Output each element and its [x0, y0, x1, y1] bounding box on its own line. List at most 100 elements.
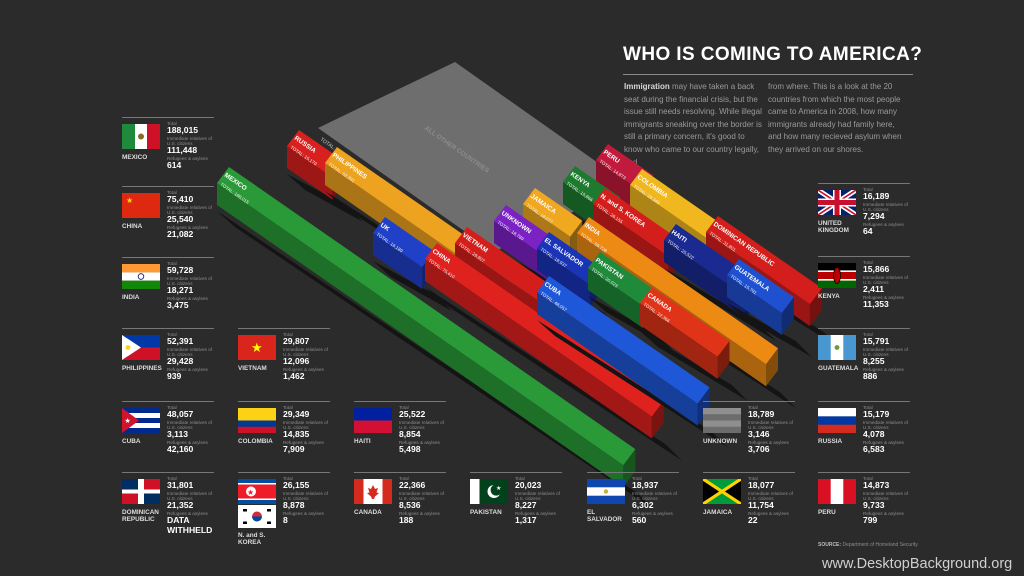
total-label: Total: [167, 405, 177, 410]
bar-side-face: [727, 275, 782, 336]
relatives-label: Immediate relatives of U.S. citizens: [283, 346, 328, 357]
country-card-unknown: UNKNOWN Total 18,789 Immediate relatives of…: [703, 401, 795, 465]
russia-flag: [818, 408, 856, 433]
country-stats: Total 15,791 Immediate relatives of U.S. c…: [863, 332, 913, 382]
card-divider: [818, 328, 910, 329]
country-name: KENYA: [818, 293, 840, 300]
relatives-label: Immediate relatives of U.S. citizens: [863, 346, 908, 357]
card-divider: [470, 472, 562, 473]
total-value: 15,866: [863, 264, 890, 275]
total-value: 22,366: [399, 480, 426, 491]
bar-top-face: [537, 276, 710, 404]
card-divider: [122, 117, 214, 118]
country-stats: Total 29,349 Immediate relatives of U.S. c…: [283, 405, 333, 455]
refugees-value: 42,160: [167, 444, 194, 454]
vietnam-flag: ★: [238, 335, 276, 360]
country-name: GUATEMALA: [818, 365, 859, 372]
bar-shadow: [373, 261, 453, 312]
country-name: HAITI: [354, 438, 371, 445]
country-card-dominican-republic: DOMINICAN REPUBLIC Total 31,801 Immediate r…: [122, 472, 214, 536]
bar-top-face: [706, 216, 822, 305]
country-name: COLOMBIA: [238, 438, 273, 445]
bar-shadow: [727, 303, 812, 358]
country-card-haiti: HAITI Total 25,522 Immediate relatives of U…: [354, 401, 446, 465]
total-label: Total: [283, 405, 293, 410]
country-card-china: ★ CHINA Total 75,410 Immediate relatives of …: [122, 186, 214, 250]
bar-side-face: [287, 146, 333, 200]
relatives-label: Immediate relatives of U.S. citizens: [167, 346, 212, 357]
total-label: Total: [167, 332, 177, 337]
china-flag: ★: [122, 193, 160, 218]
refugees-label: Refugees & asylees: [748, 439, 789, 445]
bar-end-face: [697, 387, 710, 426]
refugees-label: Refugees & asylees: [167, 155, 208, 161]
bar-top-face: [577, 217, 778, 365]
total-value: 75,410: [167, 194, 194, 205]
country-name: RUSSIA: [818, 438, 843, 445]
relatives-value: 8,255: [863, 356, 885, 367]
country-card-el-salvador: EL SALVADOR Total 18,937 Immediate relative…: [587, 472, 679, 536]
total-label: Total: [632, 476, 642, 481]
intro-lead: Immigration: [624, 82, 670, 91]
total-label: Total: [399, 405, 409, 410]
canada-flag: [354, 479, 392, 504]
country-stats: Total 16,189 Immediate relatives of U.S. c…: [863, 187, 913, 237]
country-stats: Total 20,023 Immediate relatives of U.S. c…: [515, 476, 565, 526]
relatives-label: Immediate relatives of U.S. citizens: [748, 490, 793, 501]
country-stats: Total 18,937 Immediate relatives of U.S. c…: [632, 476, 682, 526]
refugees-label: Refugees & asylees: [863, 294, 904, 300]
country-card-guatemala: GUATEMALA Total 15,791 Immediate relatives …: [818, 328, 910, 392]
card-divider: [818, 401, 910, 402]
kenya-flag: [818, 263, 856, 288]
refugees-label: Refugees & asylees: [167, 439, 208, 445]
bar-side-face: [217, 183, 624, 488]
refugees-value: 886: [863, 371, 878, 381]
intro-column-right: from where. This is a look at the 20 cou…: [768, 82, 902, 154]
refugees-label: Refugees & asylees: [167, 295, 208, 301]
card-divider: [587, 472, 679, 473]
bar-side-face: [537, 248, 590, 307]
country-card-jamaica: JAMAICA Total 18,077 Immediate relatives of…: [703, 472, 795, 536]
country-name: CANADA: [354, 509, 382, 516]
card-divider: [122, 186, 214, 187]
card-divider: [818, 183, 910, 184]
total-value: 25,522: [399, 409, 426, 420]
refugees-value: 64: [863, 226, 873, 236]
source-note: SOURCE: Department of Homeland Security: [818, 542, 918, 548]
united-kingdom-flag: [818, 190, 856, 215]
philippines-flag: [122, 335, 160, 360]
country-stats: Total 22,366 Immediate relatives of U.S. c…: [399, 476, 449, 526]
refugees-label: Refugees & asylees: [283, 366, 324, 372]
refugees-label: Refugees & asylees: [283, 510, 324, 516]
country-card-philippines: PHILIPPINES Total 52,391 Immediate relative…: [122, 328, 214, 392]
refugees-value: 799: [863, 515, 878, 525]
country-name: CHINA: [122, 223, 143, 230]
relatives-value: 11,754: [748, 500, 774, 511]
refugees-value: 939: [167, 371, 182, 381]
relatives-value: 21,352: [167, 500, 194, 511]
refugees-label: Refugees & asylees: [167, 366, 208, 372]
total-value: 26,155: [283, 480, 310, 491]
country-name: PHILIPPINES: [122, 365, 162, 372]
total-label: Total: [748, 405, 758, 410]
bar-label: UK: [379, 222, 391, 233]
relatives-label: Immediate relatives of U.S. citizens: [167, 204, 212, 215]
relatives-label: Immediate relatives of U.S. citizens: [863, 201, 908, 212]
card-divider: [238, 472, 330, 473]
total-value: 48,057: [167, 409, 194, 420]
relatives-value: 12,096: [283, 356, 310, 367]
relatives-value: 4,078: [863, 429, 885, 440]
relatives-value: 29,428: [167, 356, 194, 367]
pakistan-flag: ★: [470, 479, 508, 504]
bar-side-face: [640, 303, 718, 379]
country-card-india: INDIA Total 59,728 Immediate relatives of U…: [122, 257, 214, 321]
card-divider: [354, 401, 446, 402]
card-divider: [703, 472, 795, 473]
bar-side-face: [425, 259, 652, 439]
refugees-value: 6,583: [863, 444, 885, 454]
country-name: DOMINICAN REPUBLIC: [122, 509, 159, 524]
bar-shadow: [537, 320, 728, 448]
